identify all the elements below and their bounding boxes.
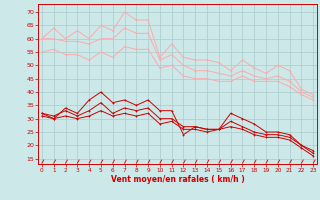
X-axis label: Vent moyen/en rafales ( km/h ): Vent moyen/en rafales ( km/h ) bbox=[111, 175, 244, 184]
